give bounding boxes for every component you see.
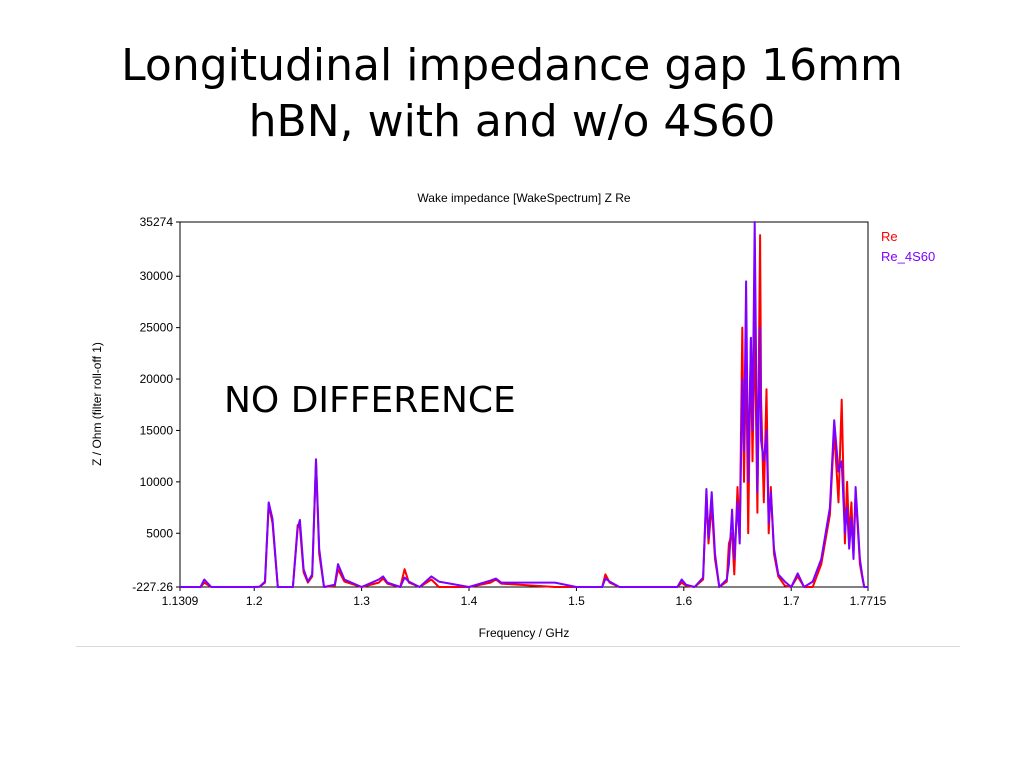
x-tick-label: 1.4 [461,594,478,608]
y-tick-label: 25000 [140,321,174,335]
y-tick-label: 10000 [140,475,174,489]
y-tick-label: 15000 [140,423,174,437]
legend-entry-re: Re [881,229,898,244]
y-tick-label: -227.26 [132,580,173,594]
x-axis-label: Frequency / GHz [479,626,570,640]
chart-title: Wake impedance [WakeSpectrum] Z Re [417,191,631,205]
x-tick-label: 1.5 [568,594,585,608]
legend-entry-re-4s60: Re_4S60 [881,249,935,264]
no-difference-annotation: NO DIFFERENCE [224,380,516,421]
y-tick-label: 35274 [140,215,174,229]
slide-divider [76,646,960,647]
x-tick-label: 1.3 [353,594,370,608]
x-tick-label: 1.2 [246,594,263,608]
y-axis-label: Z / Ohm (filter roll-off 1) [90,342,104,466]
y-tick-label: 30000 [140,269,174,283]
y-tick-label: 20000 [140,372,174,386]
slide-title-line-1: Longitudinal impedance gap 16mm [121,40,903,91]
x-tick-label: 1.7715 [850,594,887,608]
slide-title-line-2: hBN, with and w/o 4S60 [248,96,776,147]
legend: Re Re_4S60 [881,229,935,264]
series-lines [180,221,868,588]
x-tick-label: 1.7 [783,594,800,608]
x-tick-label: 1.1309 [162,594,199,608]
y-tick-label: 5000 [146,526,173,540]
series-line-re-4s60 [180,221,868,588]
x-tick-label: 1.6 [675,594,692,608]
slide-title: Longitudinal impedance gap 16mm hBN, wit… [0,38,1024,150]
